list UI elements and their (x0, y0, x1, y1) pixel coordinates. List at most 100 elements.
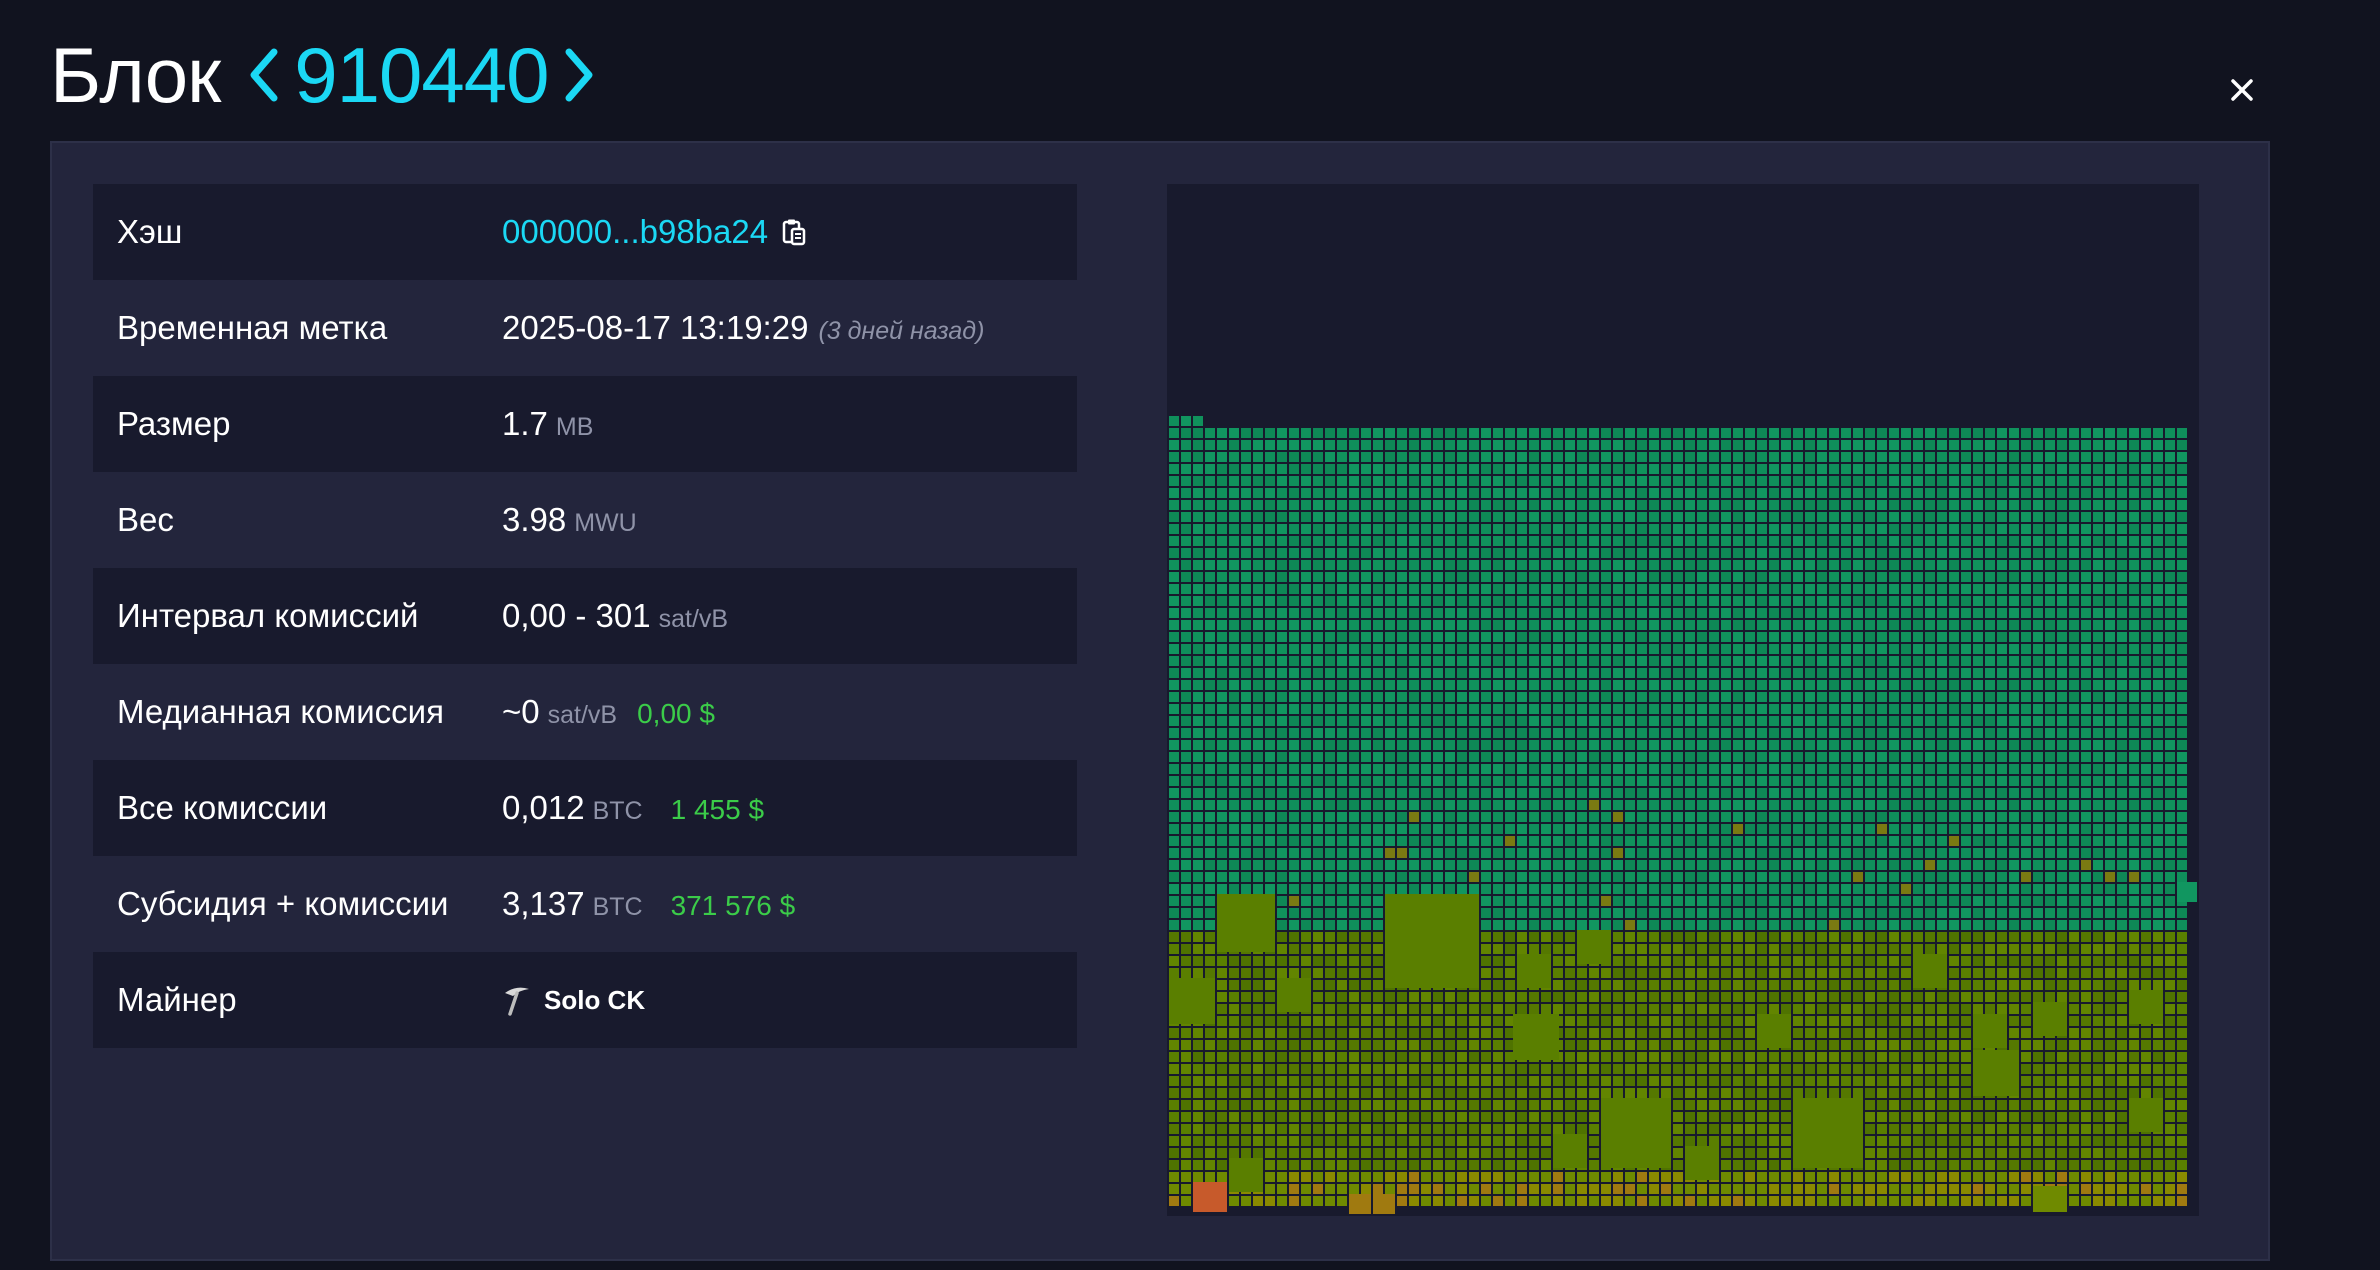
transaction-cell[interactable] (1781, 764, 1791, 774)
transaction-cell[interactable] (1613, 776, 1623, 786)
transaction-cell[interactable] (1325, 464, 1335, 474)
transaction-cell[interactable] (1505, 1100, 1515, 1110)
transaction-cell[interactable] (1685, 704, 1695, 714)
transaction-cell[interactable] (2021, 800, 2031, 810)
transaction-cell[interactable] (1841, 884, 1851, 894)
transaction-cell[interactable] (1229, 548, 1239, 558)
transaction-cell[interactable] (1205, 1076, 1215, 1086)
transaction-cell[interactable] (1997, 608, 2007, 618)
transaction-cell[interactable] (1925, 848, 1935, 858)
transaction-cell[interactable] (1577, 776, 1587, 786)
transaction-cell[interactable] (2009, 608, 2019, 618)
transaction-cell[interactable] (1841, 812, 1851, 822)
transaction-cell[interactable] (1829, 752, 1839, 762)
transaction-cell[interactable] (2045, 500, 2055, 510)
transaction-cell[interactable] (1181, 416, 1191, 426)
transaction-cell[interactable] (2165, 704, 2175, 714)
transaction-cell[interactable] (1313, 1076, 1323, 1086)
transaction-cell[interactable] (2081, 1016, 2091, 1026)
transaction-cell[interactable] (2093, 1112, 2103, 1122)
transaction-cell[interactable] (1469, 1076, 1479, 1086)
transaction-cell[interactable] (1277, 476, 1287, 486)
transaction-cell[interactable] (2117, 1052, 2127, 1062)
transaction-cell[interactable] (2069, 860, 2079, 870)
transaction-cell[interactable] (2165, 1088, 2175, 1098)
transaction-cell[interactable] (2033, 1100, 2043, 1110)
transaction-cell[interactable] (1289, 752, 1299, 762)
transaction-cell[interactable] (1757, 488, 1767, 498)
transaction-cell[interactable] (1793, 704, 1803, 714)
transaction-cell[interactable] (1181, 740, 1191, 750)
transaction-cell[interactable] (1517, 668, 1527, 678)
transaction-cell[interactable] (2093, 824, 2103, 834)
transaction-cell[interactable] (2021, 980, 2031, 990)
transaction-cell[interactable] (1373, 872, 1383, 882)
transaction-cell[interactable] (1457, 872, 1467, 882)
transaction-cell[interactable] (1241, 644, 1251, 654)
transaction-cell[interactable] (1193, 524, 1203, 534)
transaction-cell[interactable] (1805, 656, 1815, 666)
transaction-cell[interactable] (1829, 932, 1839, 942)
transaction-cell[interactable] (2081, 1064, 2091, 1074)
transaction-cell[interactable] (1685, 620, 1695, 630)
transaction-cell[interactable] (1421, 884, 1431, 894)
transaction-cell[interactable] (1457, 524, 1467, 534)
transaction-cell[interactable] (1325, 488, 1335, 498)
transaction-cell[interactable] (1721, 632, 1731, 642)
transaction-cell[interactable] (1721, 524, 1731, 534)
transaction-cell[interactable] (1745, 956, 1755, 966)
transaction-cell[interactable] (1937, 992, 1947, 1002)
transaction-cell[interactable] (1517, 824, 1527, 834)
transaction-cell[interactable] (1217, 536, 1227, 546)
transaction-cell[interactable] (2117, 932, 2127, 942)
transaction-cell[interactable] (1601, 1052, 1611, 1062)
transaction-cell[interactable] (1961, 992, 1971, 1002)
transaction-cell[interactable] (1889, 1100, 1899, 1110)
transaction-cell[interactable] (1457, 632, 1467, 642)
transaction-cell[interactable] (1517, 716, 1527, 726)
transaction-cell[interactable] (1553, 800, 1563, 810)
transaction-cell[interactable] (2021, 500, 2031, 510)
transaction-cell[interactable] (1781, 848, 1791, 858)
transaction-cell[interactable] (1973, 524, 1983, 534)
transaction-cell[interactable] (1793, 872, 1803, 882)
transaction-cell[interactable] (1373, 536, 1383, 546)
transaction-cell[interactable] (2069, 956, 2079, 966)
transaction-cell[interactable] (1517, 728, 1527, 738)
transaction-cell[interactable] (2177, 956, 2187, 966)
transaction-cell[interactable] (1565, 572, 1575, 582)
transaction-cell[interactable] (1349, 476, 1359, 486)
transaction-cell[interactable] (1373, 608, 1383, 618)
transaction-cell[interactable] (1697, 584, 1707, 594)
transaction-cell[interactable] (1313, 692, 1323, 702)
transaction-cell[interactable] (1409, 848, 1419, 858)
transaction-cell[interactable] (1733, 1112, 1743, 1122)
transaction-cell[interactable] (1181, 932, 1191, 942)
transaction-cell[interactable] (1925, 1112, 1935, 1122)
transaction-cell[interactable] (1217, 668, 1227, 678)
transaction-cell[interactable] (1385, 824, 1395, 834)
transaction-cell[interactable] (2033, 644, 2043, 654)
transaction-cell[interactable] (1901, 1112, 1911, 1122)
transaction-cell[interactable] (1805, 1028, 1815, 1038)
transaction-cell[interactable] (1961, 728, 1971, 738)
transaction-cell[interactable] (1397, 992, 1407, 1002)
transaction-cell[interactable] (1793, 620, 1803, 630)
transaction-cell[interactable] (1985, 788, 1995, 798)
transaction-cell[interactable] (1841, 956, 1851, 966)
transaction-cell[interactable] (1409, 788, 1419, 798)
transaction-cell[interactable] (1325, 908, 1335, 918)
transaction-cell[interactable] (1649, 968, 1659, 978)
transaction-cell[interactable] (1337, 884, 1347, 894)
transaction-cell[interactable] (1469, 1040, 1479, 1050)
transaction-cell[interactable] (1829, 524, 1839, 534)
transaction-cell[interactable] (1517, 464, 1527, 474)
transaction-cell[interactable] (2165, 500, 2175, 510)
transaction-cell[interactable] (2033, 572, 2043, 582)
transaction-cell[interactable] (1445, 992, 1455, 1002)
transaction-cell[interactable] (1433, 836, 1443, 846)
transaction-cell[interactable] (1937, 428, 1947, 438)
transaction-cell[interactable] (2009, 944, 2019, 954)
transaction-cell[interactable] (1781, 992, 1791, 1002)
transaction-cell[interactable] (1217, 1064, 1227, 1074)
